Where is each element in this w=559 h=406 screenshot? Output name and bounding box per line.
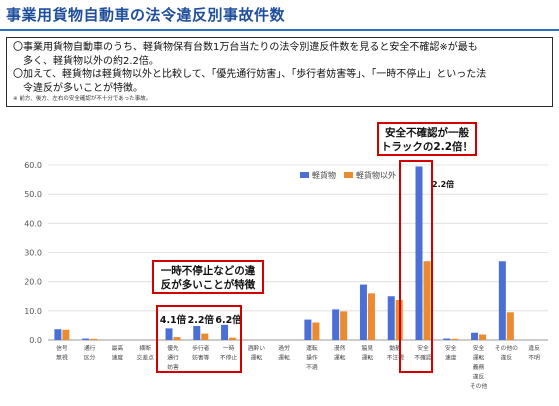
x-tick-label: 歩行者 xyxy=(192,344,210,352)
highlight-box-stop-violations xyxy=(156,305,242,373)
summary-line-2: 多く、軽貨物以外の約2.2倍。 xyxy=(13,55,159,67)
x-tick-label: 違反 xyxy=(473,373,485,381)
bar-light xyxy=(221,324,229,340)
bar-light xyxy=(82,338,90,340)
x-tick-label: 横断 xyxy=(139,344,151,352)
bar-other xyxy=(451,338,459,340)
multiplier-annotation: 2.2倍 xyxy=(188,314,215,326)
y-tick-label: 40.0 xyxy=(24,219,42,228)
bar-other xyxy=(62,329,70,340)
bar-other xyxy=(90,338,98,340)
x-tick-label: 交差点 xyxy=(137,354,155,362)
x-tick-label: 優先 xyxy=(167,344,179,352)
y-tick-label: 20.0 xyxy=(24,278,42,287)
bar-other xyxy=(229,337,237,340)
bar-light xyxy=(498,261,506,340)
x-tick-label: その他 xyxy=(470,382,488,390)
x-tick-label: 通行 xyxy=(84,344,96,352)
x-tick-label: 妨害等 xyxy=(192,354,210,362)
title-underline xyxy=(0,29,559,31)
callout-stop-line-2: 反が多いことが特徴 xyxy=(160,279,256,291)
callout-safety-line-2: トラックの2.2倍！ xyxy=(380,141,474,153)
y-tick-label: 50.0 xyxy=(24,190,42,199)
multiplier-annotation: 2.2倍 xyxy=(432,179,454,189)
bar-other xyxy=(506,312,514,340)
multiplier-annotation: 4.1倍 xyxy=(160,314,187,326)
bar-other xyxy=(423,261,431,340)
x-tick-label: 速度 xyxy=(112,354,124,362)
x-tick-label: 運転 xyxy=(306,345,318,352)
y-tick-label: 30.0 xyxy=(24,249,42,258)
bar-light xyxy=(54,329,62,340)
x-tick-label: 違反 xyxy=(528,344,540,352)
callout-safety: 安全不確認が一般 トラックの2.2倍！ xyxy=(377,122,477,156)
page-title: 事業用貨物自動車の法令違反別事故件数 xyxy=(6,6,286,24)
x-tick-label: 過労 xyxy=(278,344,290,352)
highlight-box-safety xyxy=(399,160,433,373)
x-tick-label: 安全 xyxy=(417,344,429,352)
x-tick-label: 区分 xyxy=(84,354,96,362)
x-tick-label: 速度 xyxy=(445,354,457,362)
callout-stop: 一時不停止などの違 反が多いことが特徴 xyxy=(152,260,264,294)
x-tick-label: 無視 xyxy=(56,354,68,362)
x-tick-label: 安全 xyxy=(473,344,485,352)
x-tick-label: 漫然 xyxy=(334,344,346,352)
legend-swatch xyxy=(300,172,309,178)
x-tick-label: 運転 xyxy=(473,355,485,362)
callout-stop-line-1: 一時不停止などの違 xyxy=(160,265,256,277)
x-tick-label: 不停止 xyxy=(220,354,238,362)
x-tick-label: 義務 xyxy=(473,363,485,371)
x-tick-label: 一時 xyxy=(223,344,235,352)
x-tick-label: 不適 xyxy=(306,363,318,371)
x-tick-label: 信号 xyxy=(56,344,68,352)
bar-other xyxy=(479,334,487,340)
bar-other xyxy=(340,311,348,340)
summary-box: 〇事業用貨物自動車のうち、軽貨物保有台数1万台当たりの法令別違反件数を見ると安全… xyxy=(6,37,553,107)
legend-swatch xyxy=(344,172,353,178)
multiplier-annotation: 6.2倍 xyxy=(215,314,242,326)
x-tick-label: 安全 xyxy=(445,344,457,352)
x-tick-label: 通行 xyxy=(167,354,179,362)
x-tick-label: その他の xyxy=(495,344,518,352)
bar-light xyxy=(443,338,451,340)
x-tick-label: 妨害 xyxy=(167,363,179,371)
bar-light xyxy=(415,166,423,340)
summary-line-1: 〇事業用貨物自動車のうち、軽貨物保有台数1万台当たりの法令別違反件数を見ると安全… xyxy=(13,42,478,53)
bar-light xyxy=(165,328,173,340)
bar-other xyxy=(201,333,209,340)
x-tick-label: 不明 xyxy=(528,355,540,362)
x-tick-label: 酒酔い xyxy=(248,344,266,352)
bar-light xyxy=(471,332,479,340)
bar-light xyxy=(387,296,395,340)
x-tick-label: 運転 xyxy=(278,355,290,362)
y-tick-label: 0.0 xyxy=(29,336,42,345)
violation-bar-chart: 0.010.020.030.040.050.060.0信号無視通行区分最高速度横… xyxy=(24,161,548,390)
x-tick-label: 不注視 xyxy=(387,354,405,362)
x-tick-label: 違反 xyxy=(501,354,513,362)
x-tick-label: 不確認 xyxy=(414,354,432,362)
bar-light xyxy=(193,326,201,340)
bar-other xyxy=(312,322,320,340)
x-tick-label: 動静 xyxy=(389,344,401,352)
bar-light xyxy=(332,309,340,340)
callout-safety-line-1: 安全不確認が一般 xyxy=(385,127,469,139)
x-tick-label: 最高 xyxy=(112,344,124,352)
x-tick-label: 運転 xyxy=(251,355,263,362)
bar-light xyxy=(359,284,367,340)
bar-other xyxy=(367,293,375,340)
y-tick-label: 60.0 xyxy=(24,161,42,170)
y-tick-label: 10.0 xyxy=(24,307,42,316)
summary-line-4: 令違反が多いことが特徴。 xyxy=(13,82,143,94)
x-tick-label: 運転 xyxy=(362,355,374,362)
x-tick-label: 脇見 xyxy=(362,345,374,352)
x-tick-label: 操作 xyxy=(306,354,318,362)
bar-light xyxy=(304,319,312,340)
legend-label: 軽貨物 xyxy=(312,170,336,180)
bar-other xyxy=(173,337,181,340)
x-tick-label: 運転 xyxy=(334,355,346,362)
legend-label: 軽貨物以外 xyxy=(356,170,396,180)
summary-line-3: 〇加えて、軽貨物は軽貨物以外と比較して、「優先通行妨害」、「歩行者妨害等」、「一… xyxy=(13,69,487,80)
summary-note: ※ 前方、後方、左右の安全確認が不十分であった事故。 xyxy=(13,96,152,102)
